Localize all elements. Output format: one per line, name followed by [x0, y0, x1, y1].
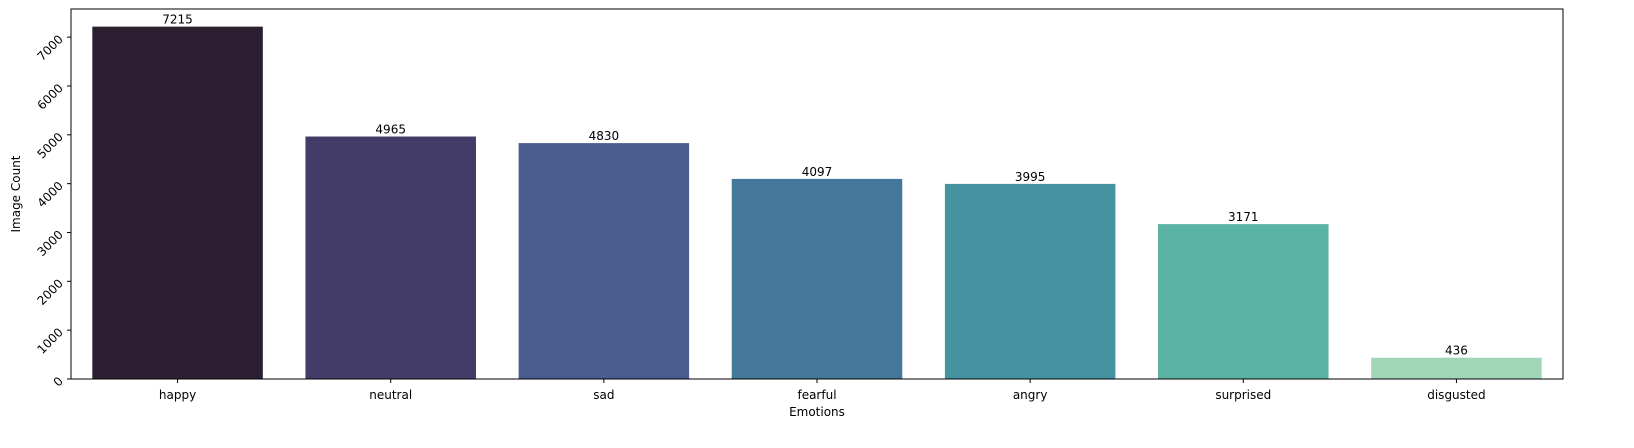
- x-tick-label-happy: happy: [159, 388, 196, 402]
- data-label-sad: 4830: [589, 129, 620, 143]
- y-tick-label-1000: 1000: [34, 325, 65, 356]
- bar-surprised: [1158, 224, 1329, 379]
- y-tick-label-4000: 4000: [34, 179, 65, 210]
- data-label-angry: 3995: [1015, 170, 1046, 184]
- data-label-neutral: 4965: [375, 123, 406, 137]
- plot-frame: [70, 8, 1564, 380]
- data-label-surprised: 3171: [1228, 210, 1259, 224]
- data-label-fearful: 4097: [802, 165, 833, 179]
- bar-sad: [518, 143, 690, 379]
- bar-neutral: [305, 136, 476, 379]
- bar-fearful: [731, 178, 903, 379]
- bar-happy: [92, 26, 263, 379]
- y-tick-label-0: 0: [51, 374, 66, 389]
- y-tick-label-7000: 7000: [34, 32, 65, 63]
- data-labels-group: 7215 4965 4830 4097 3995 3171 436: [162, 13, 1468, 358]
- x-tick-label-sad: sad: [593, 388, 614, 402]
- y-tick-label-6000: 6000: [34, 81, 65, 112]
- y-tick-label-2000: 2000: [34, 276, 65, 307]
- data-label-disgusted: 436: [1445, 344, 1468, 358]
- bar-disgusted: [1371, 357, 1542, 379]
- y-axis-ticks: 0 1000 2000 3000 4000 5000 6000 7000: [34, 32, 71, 389]
- bars-group: [92, 26, 1542, 379]
- bar-angry: [944, 183, 1116, 379]
- y-tick-label-5000: 5000: [34, 130, 65, 161]
- y-axis-label: Image Count: [9, 155, 23, 232]
- x-tick-label-angry: angry: [1013, 388, 1048, 402]
- data-label-happy: 7215: [162, 13, 193, 27]
- x-axis-label: Emotions: [789, 405, 845, 419]
- x-axis-ticks: happy neutral sad fearful angry surprised disg…: [159, 379, 1486, 402]
- x-tick-label-fearful: fearful: [797, 388, 836, 402]
- x-tick-label-surprised: surprised: [1215, 388, 1271, 402]
- x-tick-label-disgusted: disgusted: [1427, 388, 1485, 402]
- x-tick-label-neutral: neutral: [369, 388, 412, 402]
- y-tick-label-3000: 3000: [34, 228, 65, 259]
